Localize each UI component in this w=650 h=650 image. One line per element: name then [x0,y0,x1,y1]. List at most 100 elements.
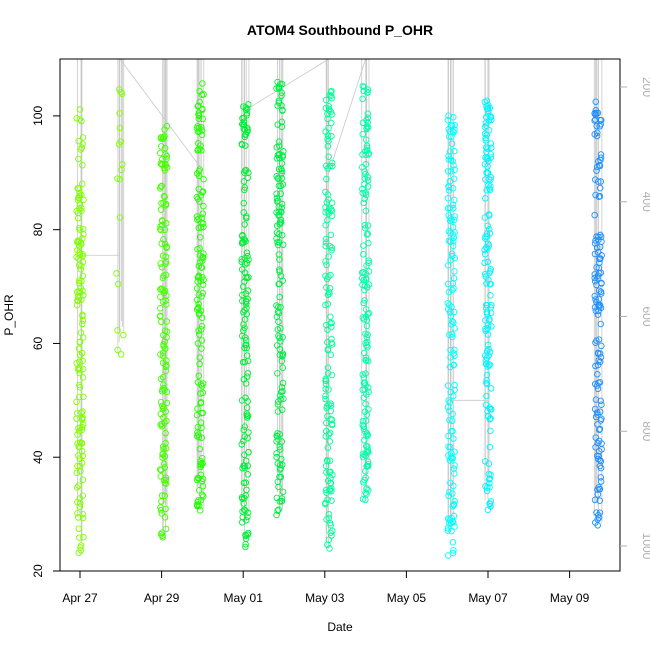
data-point [244,252,251,260]
data-point [242,479,249,486]
data-point [360,242,367,249]
data-point [485,412,492,420]
data-point [597,304,605,312]
y-axis: 20 40 60 80 100 [31,106,60,578]
data-point [245,169,252,177]
data-point [322,377,329,384]
data-point [240,209,247,216]
data-point [449,280,457,287]
data-point [362,191,370,199]
data-point [362,313,370,321]
data-point [275,203,283,211]
data-point [484,222,491,230]
data-point [273,190,280,198]
data-point [362,468,369,475]
data-point [447,229,454,237]
data-point [158,240,165,247]
data-point [243,300,250,308]
data-point [245,256,252,264]
data-point [322,188,329,196]
data-point [597,417,605,424]
data-point [275,182,283,190]
data-point [448,250,456,257]
data-point [196,98,203,106]
data-point [324,370,332,377]
data-point [194,245,201,253]
data-point [75,224,83,232]
data-point [325,431,333,438]
data-point [448,321,455,328]
data-point [158,217,166,224]
data-point [278,208,285,216]
data-point [359,185,366,193]
data-point [157,421,164,428]
data-point [241,423,248,430]
data-point [75,155,82,163]
data-point [199,220,207,227]
data-point [274,303,282,311]
data-point [445,125,452,133]
data-point [328,244,336,252]
data-point [451,448,458,455]
data-point [324,216,331,224]
data-point [275,142,283,150]
data-point [243,259,251,267]
data-point [274,326,282,333]
data-point [113,270,120,277]
data-point [449,205,457,212]
data-point [157,226,165,234]
data-point [595,357,602,364]
data-point [273,85,280,92]
data-point [197,192,205,199]
data-point [362,207,370,215]
data-point [159,287,167,294]
data-point [198,323,206,330]
data-point [243,341,250,349]
data-point [159,402,166,410]
data-point [245,274,252,281]
data-point [75,549,83,557]
data-point [450,392,457,400]
data-point [451,325,458,332]
data-point [163,328,171,335]
data-point [328,212,336,219]
data-point [449,185,457,192]
x-tick-label: May 01 [224,591,264,605]
data-point [158,182,165,190]
data-point [196,354,204,361]
data-point [325,386,332,393]
track-connector [119,58,201,168]
data-point [76,369,83,377]
data-point [485,107,492,115]
data-point [160,384,167,392]
data-point [360,251,367,258]
data-point [244,369,252,377]
data-point [276,466,284,473]
data-point [483,371,491,379]
data-point [243,214,250,222]
data-point [324,346,332,354]
data-point [482,317,489,324]
right-tick-label: 200 [640,77,650,97]
data-point [74,514,82,521]
data-point [75,345,83,352]
data-point [79,252,87,260]
data-point [159,454,166,461]
data-point [79,374,87,381]
data-point [197,457,204,465]
data-point [241,433,248,440]
data-point [363,430,371,437]
data-point [157,507,165,514]
data-point [77,266,85,273]
data-point [596,184,604,192]
data-point [199,254,207,261]
data-point [276,473,283,481]
data-point [481,250,489,258]
data-point [75,194,82,202]
data-point [195,140,202,147]
data-point [363,357,370,364]
data-point [451,497,458,505]
data-point [592,296,599,303]
data-point [444,527,452,534]
